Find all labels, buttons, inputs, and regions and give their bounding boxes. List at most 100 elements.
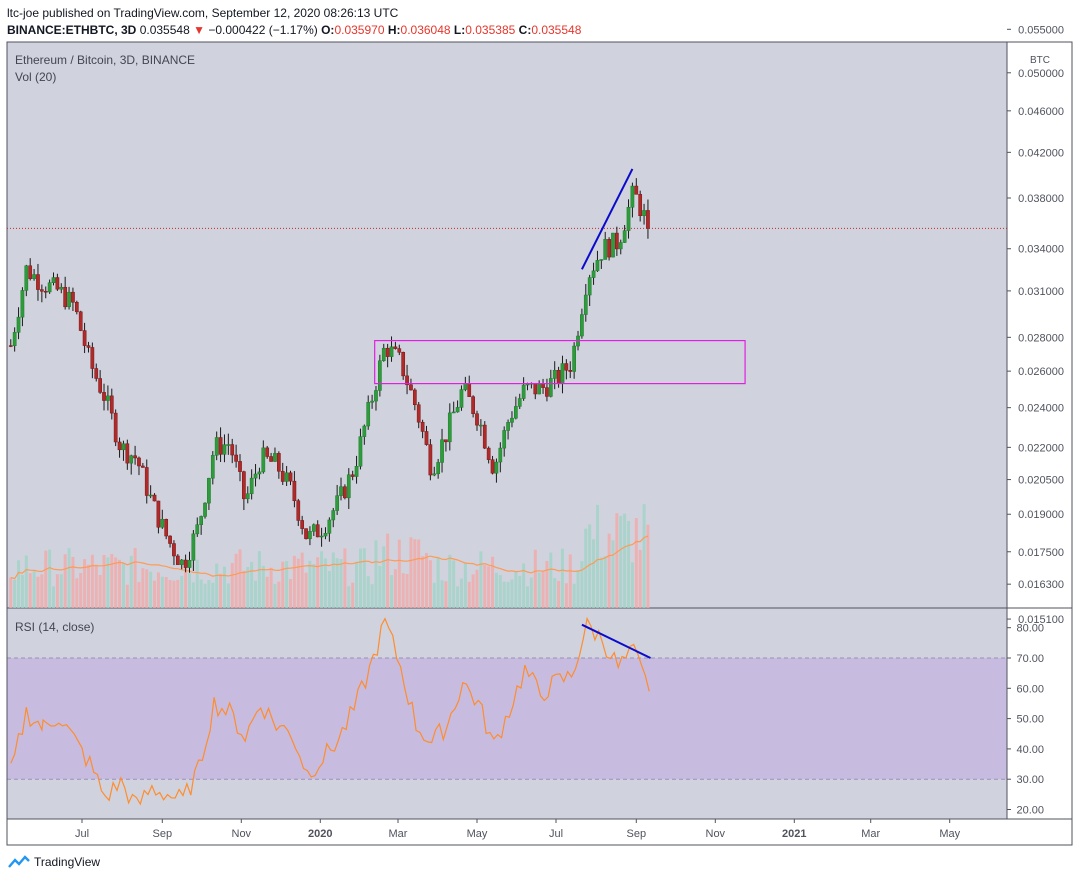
volume-bar xyxy=(234,553,238,608)
volume-bar xyxy=(125,584,129,608)
low-value: 0.035385 xyxy=(465,23,516,37)
price-tick-label: 0.028000 xyxy=(1018,332,1064,344)
candle-body xyxy=(552,369,557,379)
price-tick-label: 0.016300 xyxy=(1018,579,1064,591)
candle-body xyxy=(273,453,277,462)
candle-body xyxy=(385,347,390,357)
candle-body xyxy=(82,330,87,346)
volume-bar xyxy=(549,552,553,608)
price-tick-label: 0.024000 xyxy=(1018,403,1064,415)
volume-bar xyxy=(172,580,176,608)
volume-bar xyxy=(378,565,382,608)
candle-body xyxy=(471,396,475,414)
volume-bar xyxy=(630,562,634,608)
candle-body xyxy=(109,395,114,414)
volume-bar xyxy=(642,504,646,608)
chart-title: Ethereum / Bitcoin, 3D, BINANCE xyxy=(15,53,195,67)
volume-ma-line xyxy=(10,535,649,580)
candle-body xyxy=(611,232,615,258)
candle-body xyxy=(350,474,355,477)
candle-body xyxy=(409,384,413,391)
candle-body xyxy=(556,369,561,384)
volume-bar xyxy=(219,573,223,608)
time-tick-label: Jul xyxy=(75,828,89,840)
candle-body xyxy=(615,232,619,250)
rsi-tick-label: 80.00 xyxy=(1016,623,1044,635)
rsi-title: RSI (14, close) xyxy=(15,620,94,634)
candle-body xyxy=(106,395,110,401)
price-tick-label: 0.046000 xyxy=(1018,106,1064,118)
volume-bar xyxy=(289,578,293,608)
candle-body xyxy=(381,347,386,361)
candle-body xyxy=(71,291,75,303)
volume-bar xyxy=(52,586,56,608)
candle-body xyxy=(125,443,130,464)
volume-bar xyxy=(269,567,273,608)
volume-bar xyxy=(250,561,254,608)
close-label: C: xyxy=(518,23,532,37)
volume-bar xyxy=(20,574,24,608)
volume-bar xyxy=(331,552,335,608)
candle-body xyxy=(401,352,406,377)
volume-bar xyxy=(386,533,390,608)
volume-bar xyxy=(230,563,234,608)
volume-bar xyxy=(238,549,242,608)
volume-bar xyxy=(265,576,269,608)
time-tick-label: Jul xyxy=(549,828,563,840)
open-label: O: xyxy=(321,23,335,37)
price-tick-label: 0.050000 xyxy=(1018,68,1064,80)
rsi-line xyxy=(10,616,650,806)
candle-body xyxy=(502,430,507,449)
tradingview-logo[interactable]: TradingView xyxy=(8,855,100,869)
candle-body xyxy=(238,461,242,472)
price-tick-label: 0.022000 xyxy=(1018,442,1064,454)
high-value: 0.036048 xyxy=(400,23,451,37)
candle-body xyxy=(179,559,184,565)
volume-bar xyxy=(129,555,133,608)
volume-bar xyxy=(405,573,409,608)
volume-bar xyxy=(541,570,545,608)
candle-body xyxy=(642,210,646,216)
candle-body xyxy=(43,290,48,293)
volume-bar xyxy=(557,580,561,608)
candle-body xyxy=(59,286,64,290)
price-tick-label: 0.019000 xyxy=(1018,509,1064,521)
candle-body xyxy=(339,486,343,496)
volume-bar xyxy=(277,581,281,608)
candle-body xyxy=(292,480,297,501)
candle-body xyxy=(175,555,180,565)
low-label: L: xyxy=(453,23,466,37)
volume-bar xyxy=(246,566,250,608)
volume-bar xyxy=(285,561,289,608)
candle-body xyxy=(362,425,367,437)
candle-body xyxy=(24,265,29,291)
volume-bar xyxy=(413,539,417,608)
volume-bar xyxy=(448,554,452,608)
time-tick-label: Sep xyxy=(153,828,173,840)
volume-bar xyxy=(467,581,471,608)
candle-body xyxy=(366,402,371,427)
volume-bar xyxy=(483,564,487,608)
candle-body xyxy=(210,455,215,479)
candle-body xyxy=(86,345,91,348)
time-tick-label: 2021 xyxy=(782,828,806,840)
volume-bar xyxy=(141,568,145,608)
rsi-tick-label: 30.00 xyxy=(1016,774,1044,786)
volume-bar xyxy=(382,546,386,608)
candle-body xyxy=(249,477,254,494)
candle-body xyxy=(98,378,102,393)
volume-bar xyxy=(257,551,261,608)
volume-bar xyxy=(215,563,219,608)
symbol-line: BINANCE:ETHBTC, 3D 0.035548 ▼ −0.000422 … xyxy=(7,23,581,37)
volume-bar xyxy=(502,581,506,608)
high-label: H: xyxy=(387,23,401,37)
volume-bar xyxy=(646,524,650,608)
price-tick-label: 0.031000 xyxy=(1018,286,1064,298)
volume-bar xyxy=(149,571,153,608)
candle-body xyxy=(374,390,378,402)
volume-bar xyxy=(494,572,498,608)
volume-bar xyxy=(568,554,572,608)
candle-body xyxy=(94,368,99,379)
volume-bar xyxy=(191,582,195,608)
